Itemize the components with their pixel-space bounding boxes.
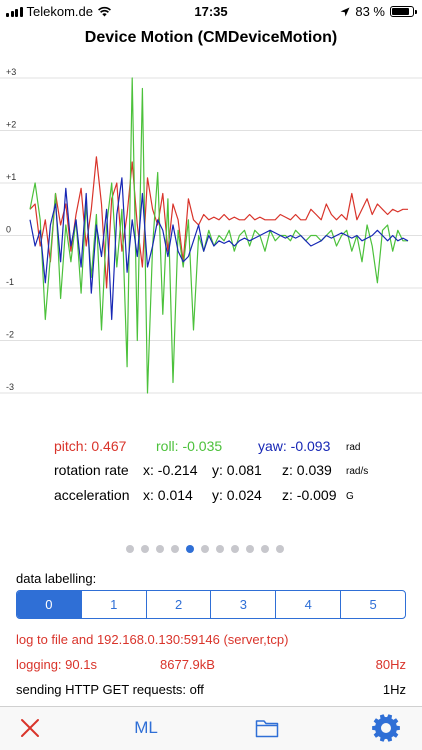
carrier-label: Telekom.de <box>26 4 93 19</box>
label-option[interactable]: 0 <box>17 591 81 618</box>
label-option[interactable]: 2 <box>145 591 211 618</box>
page-dot[interactable] <box>141 545 149 553</box>
stop-button[interactable] <box>16 715 44 741</box>
gear-icon <box>372 714 400 742</box>
series-line <box>29 177 409 321</box>
rotation-rate-label: rotation rate <box>54 462 129 478</box>
files-button[interactable] <box>252 715 282 741</box>
settings-button[interactable] <box>370 714 402 742</box>
logging-duration: logging: 90.1s <box>16 657 97 672</box>
folder-icon <box>255 720 279 738</box>
pitch-readout: pitch: 0.467 <box>54 438 127 454</box>
page-control[interactable] <box>126 545 284 553</box>
page-dot[interactable] <box>231 545 239 553</box>
y-tick-label: -1 <box>6 277 14 287</box>
label-option[interactable]: 4 <box>275 591 340 618</box>
acceleration-unit: G <box>346 491 354 502</box>
label-option[interactable]: 1 <box>80 591 146 618</box>
roll-readout: roll: -0.035 <box>156 438 223 454</box>
location-arrow-icon <box>340 7 350 16</box>
attitude-unit: rad <box>346 442 361 453</box>
acceleration-label: acceleration <box>54 487 130 503</box>
status-left: Telekom.de <box>6 4 112 19</box>
battery-icon <box>390 6 417 17</box>
rotation-y: y: 0.081 <box>212 462 262 478</box>
y-tick-label: +1 <box>6 172 16 182</box>
motion-chart: +3 +2 +1 0 -1 -2 -3 <box>0 68 422 394</box>
page-dot[interactable] <box>126 545 134 553</box>
acceleration-x: x: 0.014 <box>143 487 193 503</box>
y-tick-label: 0 <box>6 225 11 235</box>
page-dot[interactable] <box>261 545 269 553</box>
tab-bar: ML <box>0 706 422 750</box>
page-title: Device Motion (CMDeviceMotion) <box>84 29 338 46</box>
series-line <box>29 156 408 289</box>
page-dot[interactable] <box>156 545 164 553</box>
series-line <box>29 77 408 394</box>
page-dot[interactable] <box>246 545 254 553</box>
status-right: 83 % <box>340 4 417 19</box>
acceleration-y: y: 0.024 <box>212 487 262 503</box>
page-dot[interactable] <box>216 545 224 553</box>
page-dot[interactable] <box>171 545 179 553</box>
rotation-z: z: 0.039 <box>282 462 332 478</box>
logging-rate: 80Hz <box>375 657 406 672</box>
page-dot[interactable] <box>201 545 209 553</box>
data-labelling-title: data labelling: <box>16 571 97 586</box>
http-requests-status: sending HTTP GET requests: off <box>16 682 204 697</box>
status-time: 17:35 <box>194 4 228 19</box>
rotation-unit: rad/s <box>346 466 369 477</box>
acceleration-z: z: -0.009 <box>282 487 337 503</box>
ml-button[interactable]: ML <box>134 718 158 737</box>
signal-icon <box>6 6 23 17</box>
battery-percent: 83 % <box>355 4 385 19</box>
http-rate: 1Hz <box>382 682 406 697</box>
page-dot[interactable] <box>186 545 194 553</box>
status-bar: Telekom.de 17:35 83 % <box>0 0 422 22</box>
log-destination: log to file and 192.168.0.130:59146 (ser… <box>16 632 289 647</box>
logging-size: 8677.9kB <box>160 657 215 672</box>
y-tick-label: +2 <box>6 120 16 130</box>
label-option[interactable]: 3 <box>210 591 275 618</box>
y-tick-label: -2 <box>6 330 14 340</box>
page-dot[interactable] <box>276 545 284 553</box>
yaw-readout: yaw: -0.093 <box>258 438 331 454</box>
wifi-icon <box>98 6 111 17</box>
label-option[interactable]: 5 <box>340 591 405 618</box>
battery-fill <box>392 8 409 15</box>
y-tick-label: +3 <box>6 68 16 77</box>
close-icon <box>21 719 39 737</box>
rotation-x: x: -0.214 <box>143 462 198 478</box>
y-tick-label: -3 <box>6 382 14 392</box>
